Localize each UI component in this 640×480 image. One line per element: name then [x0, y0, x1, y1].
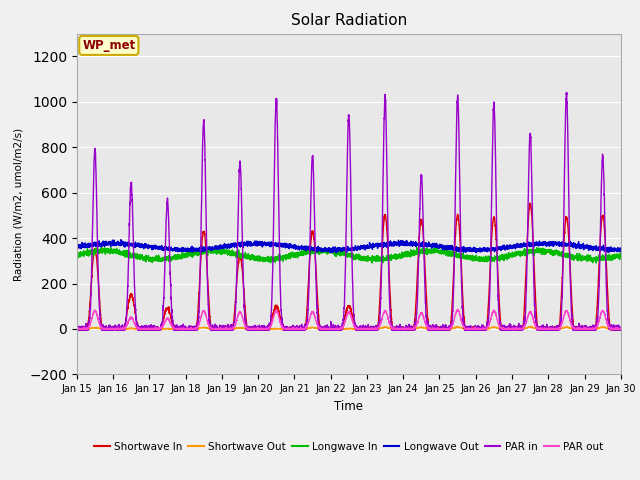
- Title: Solar Radiation: Solar Radiation: [291, 13, 407, 28]
- Text: WP_met: WP_met: [82, 39, 136, 52]
- Y-axis label: Radiation (W/m2, umol/m2/s): Radiation (W/m2, umol/m2/s): [13, 127, 24, 281]
- Legend: Shortwave In, Shortwave Out, Longwave In, Longwave Out, PAR in, PAR out: Shortwave In, Shortwave Out, Longwave In…: [90, 438, 608, 456]
- X-axis label: Time: Time: [334, 400, 364, 413]
